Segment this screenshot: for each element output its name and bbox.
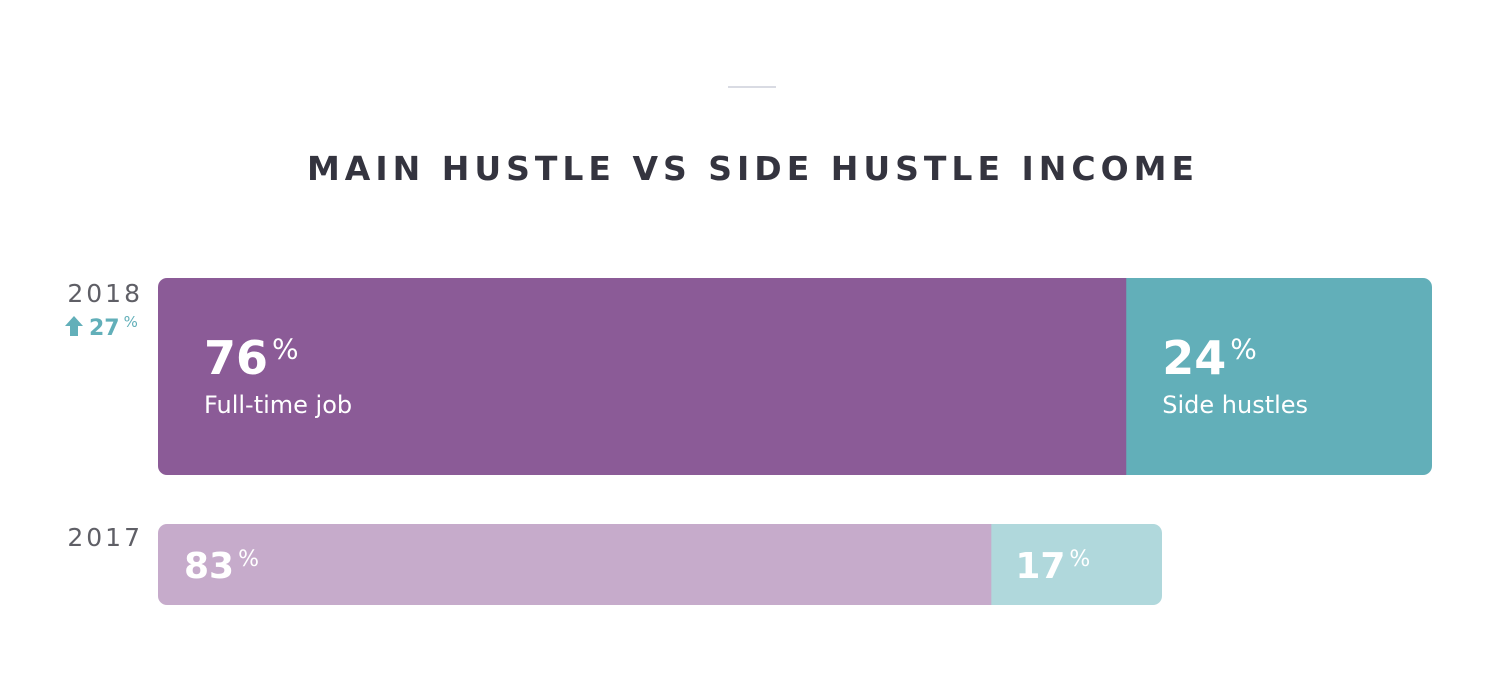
- chart-title: MAIN HUSTLE VS SIDE HUSTLE INCOME: [307, 149, 1199, 188]
- bar-segment: [1126, 278, 1432, 475]
- category-label: 2018: [67, 279, 143, 308]
- bar-row: [158, 278, 1432, 475]
- up-arrow: [65, 316, 83, 336]
- value-label: 83%: [184, 546, 259, 587]
- series-name: Side hustles: [1162, 391, 1308, 419]
- bar-segment: [158, 524, 992, 605]
- bar-segment: [158, 278, 1127, 475]
- value-label: 76%: [204, 331, 299, 385]
- change-annotation: 27%: [89, 313, 138, 341]
- category-label: 2017: [67, 523, 143, 552]
- bar-segment: [991, 524, 1162, 605]
- bar-row: [158, 524, 1162, 605]
- series-name: Full-time job: [204, 391, 352, 419]
- value-label: 17%: [1015, 546, 1090, 587]
- value-label: 24%: [1162, 331, 1257, 385]
